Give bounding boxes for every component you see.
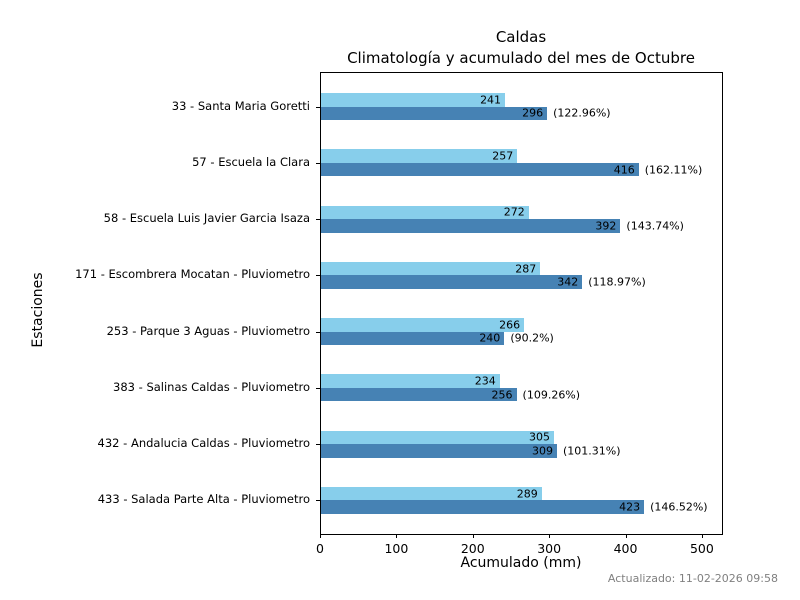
bar-pct-label: (162.11%) <box>644 163 703 177</box>
x-tick-mark <box>549 534 551 538</box>
accumulated-bar: 309 (101.31%) <box>321 444 621 458</box>
x-tick-mark <box>320 534 321 538</box>
updated-timestamp: Actualizado: 11-02-2026 09:58 <box>607 572 778 585</box>
bar-value-label: 287 <box>515 262 537 276</box>
category-label: 171 - Escombrera Mocatan - Pluviometro <box>75 267 310 282</box>
bar-pct-label: (101.31%) <box>563 444 621 458</box>
category-label: 58 - Escuela Luis Javier Garcia Isaza <box>103 211 310 226</box>
accumulated-bar: 416 (162.11%) <box>321 162 702 177</box>
bar-pct-label: (118.97%) <box>588 275 646 289</box>
y-tick-mark <box>316 219 320 221</box>
bar-value-label: 416 <box>613 163 635 177</box>
bar-value-label: 234 <box>474 374 496 388</box>
bar-value-label: 257 <box>492 149 514 163</box>
bar-value-label: 423 <box>619 500 641 514</box>
accumulated-bar: 342 (118.97%) <box>321 275 646 289</box>
category-label: 57 - Escuela la Clara <box>192 154 310 169</box>
accumulated-bar: 392 (143.74%) <box>321 219 684 233</box>
y-axis-labels: 33 - Santa Maria Goretti 57 - Escuela la … <box>0 72 320 533</box>
x-tick-mark <box>472 534 474 538</box>
chart-title-line2: Climatología y acumulado del mes de Octu… <box>347 49 695 67</box>
bar-value-label: 305 <box>528 430 550 444</box>
accumulated-bar: 240 (90.2%) <box>321 331 554 346</box>
y-tick-mark <box>316 275 320 277</box>
accumulated-bar: 256 (109.26%) <box>321 387 580 402</box>
x-tick-label: 400 <box>613 541 638 556</box>
bar-value-label: 392 <box>595 219 617 233</box>
x-tick-label: 300 <box>537 541 562 556</box>
bar-value-label: 296 <box>522 106 544 120</box>
x-axis: 0 100 200 300 400 500 <box>316 534 722 558</box>
x-tick-label: 100 <box>384 541 409 556</box>
category-label: 433 - Salada Parte Alta - Pluviometro <box>97 492 310 507</box>
bar-value-label: 309 <box>532 444 554 458</box>
chart-title: Caldas Climatología y acumulado del mes … <box>320 27 722 69</box>
category-label: 33 - Santa Maria Goretti <box>171 98 310 113</box>
bar-pct-label: (143.74%) <box>626 219 684 233</box>
accumulated-bar: 296 (122.96%) <box>321 106 611 121</box>
chart-title-line1: Caldas <box>495 28 547 46</box>
y-tick-mark <box>316 444 320 446</box>
y-tick-mark <box>316 331 320 333</box>
x-tick-mark <box>625 534 627 538</box>
bar-value-label: 240 <box>479 331 501 345</box>
climatology-bar: 272 <box>321 205 529 220</box>
climatology-bar: 287 <box>321 261 541 276</box>
climatology-bar: 234 <box>321 374 500 388</box>
category-label: 253 - Parque 3 Aguas - Pluviometro <box>106 323 310 338</box>
climatology-bar: 305 <box>321 430 554 445</box>
category-label: 383 - Salinas Caldas - Pluviometro <box>113 379 310 394</box>
x-tick-label: 500 <box>689 541 714 556</box>
x-tick-mark <box>396 534 398 538</box>
bar-pct-label: (122.96%) <box>553 106 611 120</box>
bar-pct-label: (90.2%) <box>510 331 554 345</box>
x-tick-label: 0 <box>316 541 324 556</box>
x-tick-label: 200 <box>460 541 485 556</box>
x-axis-title: Acumulado (mm) <box>460 555 582 571</box>
bar-value-label: 241 <box>480 93 502 107</box>
y-tick-mark <box>316 162 320 164</box>
category-label: 432 - Andalucia Caldas - Pluviometro <box>97 436 310 451</box>
accumulated-bar: 423 (146.52%) <box>321 500 708 514</box>
bar-value-label: 256 <box>491 388 513 402</box>
bar-pct-label: (109.26%) <box>522 388 581 402</box>
x-tick-mark <box>701 534 703 538</box>
bar-pct-label: (146.52%) <box>650 500 708 514</box>
bar-value-label: 266 <box>499 318 521 332</box>
climatology-bar: 241 <box>321 93 506 107</box>
y-tick-mark <box>316 500 320 502</box>
bar-value-label: 272 <box>503 205 525 219</box>
climatology-bar: 289 <box>321 486 542 501</box>
plot-area: 241 296 (122.96%) 257 416 (162.11%) 272 392 (143… <box>316 72 723 535</box>
y-tick-mark <box>316 387 320 389</box>
climatology-bar: 257 <box>321 149 518 163</box>
y-tick-mark <box>316 106 320 108</box>
climatology-bar: 266 <box>321 318 525 332</box>
bar-value-label: 289 <box>516 487 538 501</box>
bar-value-label: 342 <box>557 275 579 289</box>
